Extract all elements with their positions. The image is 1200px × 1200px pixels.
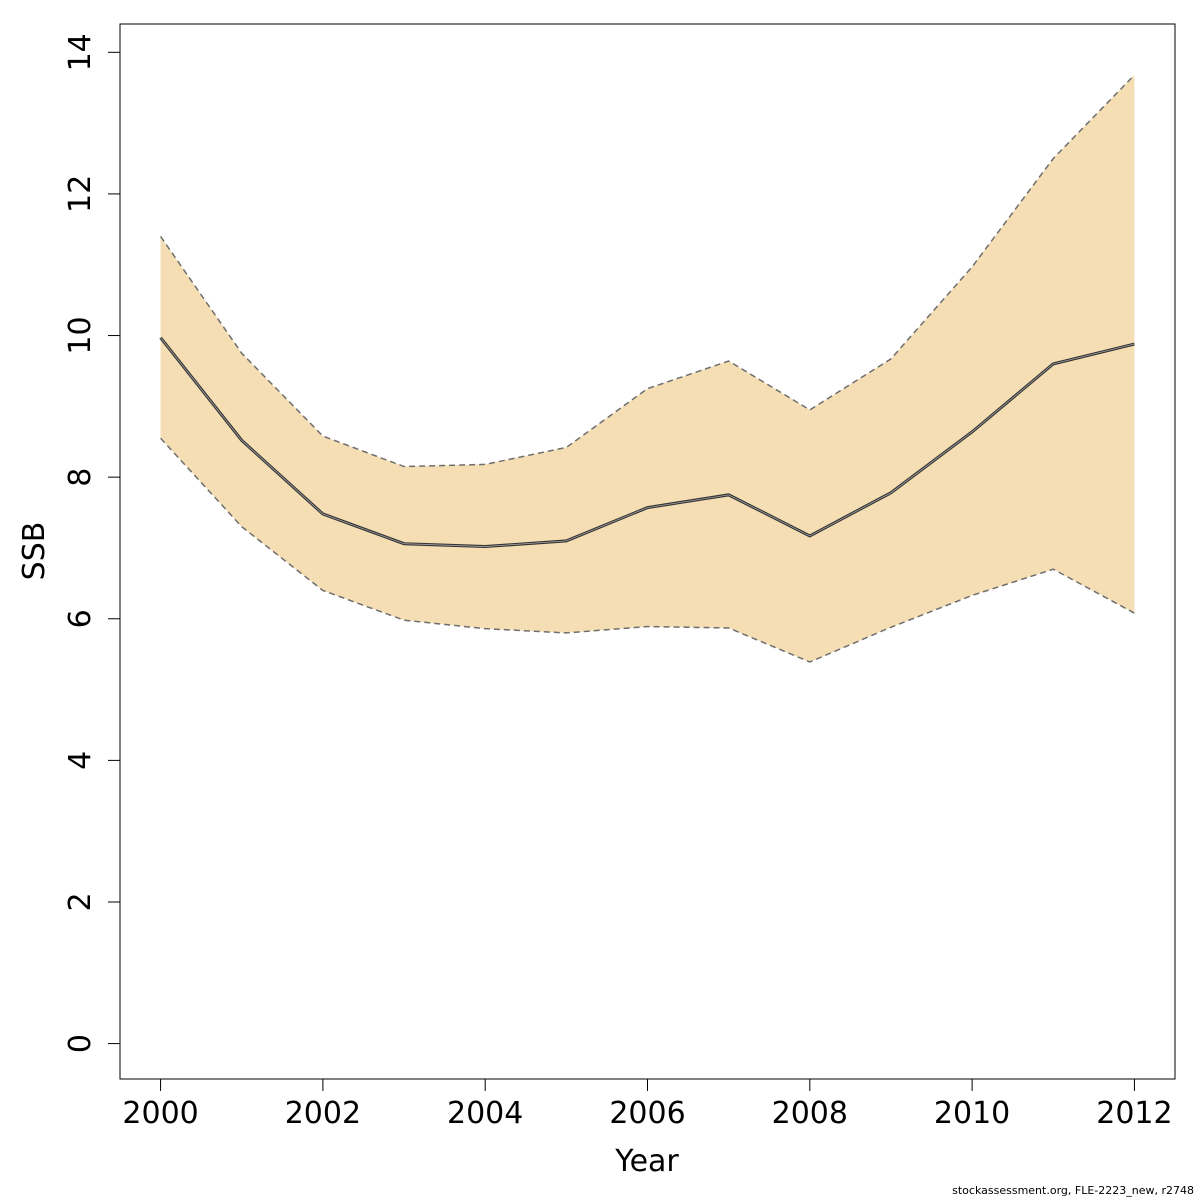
y-axis-title: SSB — [17, 522, 52, 581]
x-tick-label: 2006 — [609, 1096, 685, 1131]
x-tick-label: 2012 — [1096, 1096, 1172, 1131]
footer-credit: stockassessment.org, FLE-2223_new, r2748 — [952, 1184, 1194, 1197]
x-tick-label: 2010 — [934, 1096, 1010, 1131]
y-axis: 0 2 4 6 8 10 12 14 — [63, 33, 120, 1053]
y-tick-label: 0 — [63, 1034, 98, 1053]
y-tick-label: 6 — [63, 609, 98, 628]
lower-bound-line — [160, 437, 1135, 663]
confidence-band — [160, 74, 1135, 662]
y-tick-label: 4 — [63, 751, 98, 770]
x-tick-label: 2004 — [447, 1096, 523, 1131]
y-tick-label: 10 — [63, 316, 98, 354]
y-tick-label: 2 — [63, 892, 98, 911]
x-tick-label: 2000 — [122, 1096, 198, 1131]
x-axis-title: Year — [614, 1144, 679, 1179]
x-axis: 2000 2002 2004 2006 2008 2010 2012 — [122, 1079, 1173, 1131]
y-tick-label: 14 — [63, 33, 98, 71]
x-tick-label: 2008 — [772, 1096, 848, 1131]
ssb-estimate-line-highlight — [160, 337, 1135, 547]
x-tick-label: 2002 — [285, 1096, 361, 1131]
y-tick-label: 12 — [63, 175, 98, 213]
confidence-band-layer — [160, 74, 1135, 662]
y-tick-label: 8 — [63, 468, 98, 487]
series-line-layer — [159, 74, 1135, 663]
